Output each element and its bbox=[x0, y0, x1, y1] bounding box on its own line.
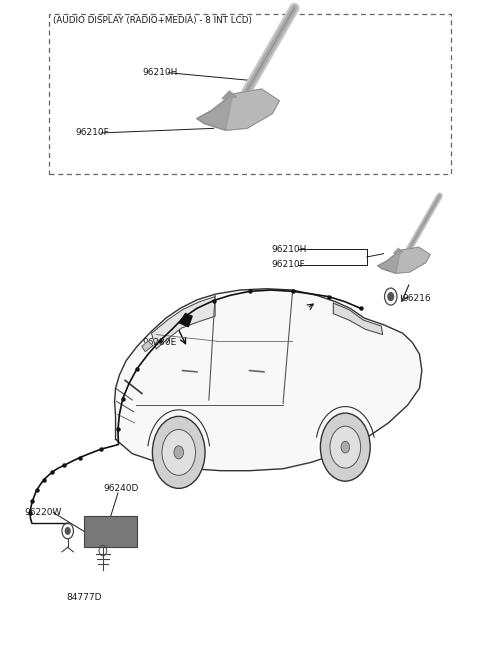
Polygon shape bbox=[333, 303, 383, 335]
Text: 96220W: 96220W bbox=[24, 508, 62, 517]
Polygon shape bbox=[197, 94, 233, 131]
Text: 96230E: 96230E bbox=[142, 338, 176, 347]
Circle shape bbox=[388, 293, 394, 300]
Circle shape bbox=[321, 413, 370, 482]
Text: 96216: 96216 bbox=[403, 294, 432, 303]
Text: (AUDIO DISPLAY (RADIO+MEDIA) - 8 INT LCD): (AUDIO DISPLAY (RADIO+MEDIA) - 8 INT LCD… bbox=[53, 16, 252, 26]
Polygon shape bbox=[378, 247, 430, 274]
Polygon shape bbox=[179, 314, 192, 327]
Circle shape bbox=[65, 527, 70, 534]
Polygon shape bbox=[222, 91, 237, 99]
Text: 96210F: 96210F bbox=[271, 260, 305, 269]
Polygon shape bbox=[197, 89, 279, 131]
Circle shape bbox=[162, 430, 195, 476]
Circle shape bbox=[330, 426, 360, 468]
Text: 84777D: 84777D bbox=[67, 593, 102, 602]
Polygon shape bbox=[152, 297, 215, 349]
Polygon shape bbox=[394, 249, 403, 253]
Text: 96210H: 96210H bbox=[271, 245, 307, 254]
Polygon shape bbox=[378, 251, 401, 274]
Text: 96240D: 96240D bbox=[104, 484, 139, 493]
Circle shape bbox=[153, 417, 205, 488]
Circle shape bbox=[341, 441, 349, 453]
Circle shape bbox=[174, 446, 183, 459]
Polygon shape bbox=[142, 341, 153, 352]
Text: 96210H: 96210H bbox=[142, 68, 177, 77]
Text: 96210F: 96210F bbox=[75, 129, 108, 137]
Bar bbox=[84, 516, 137, 547]
Polygon shape bbox=[115, 289, 422, 471]
